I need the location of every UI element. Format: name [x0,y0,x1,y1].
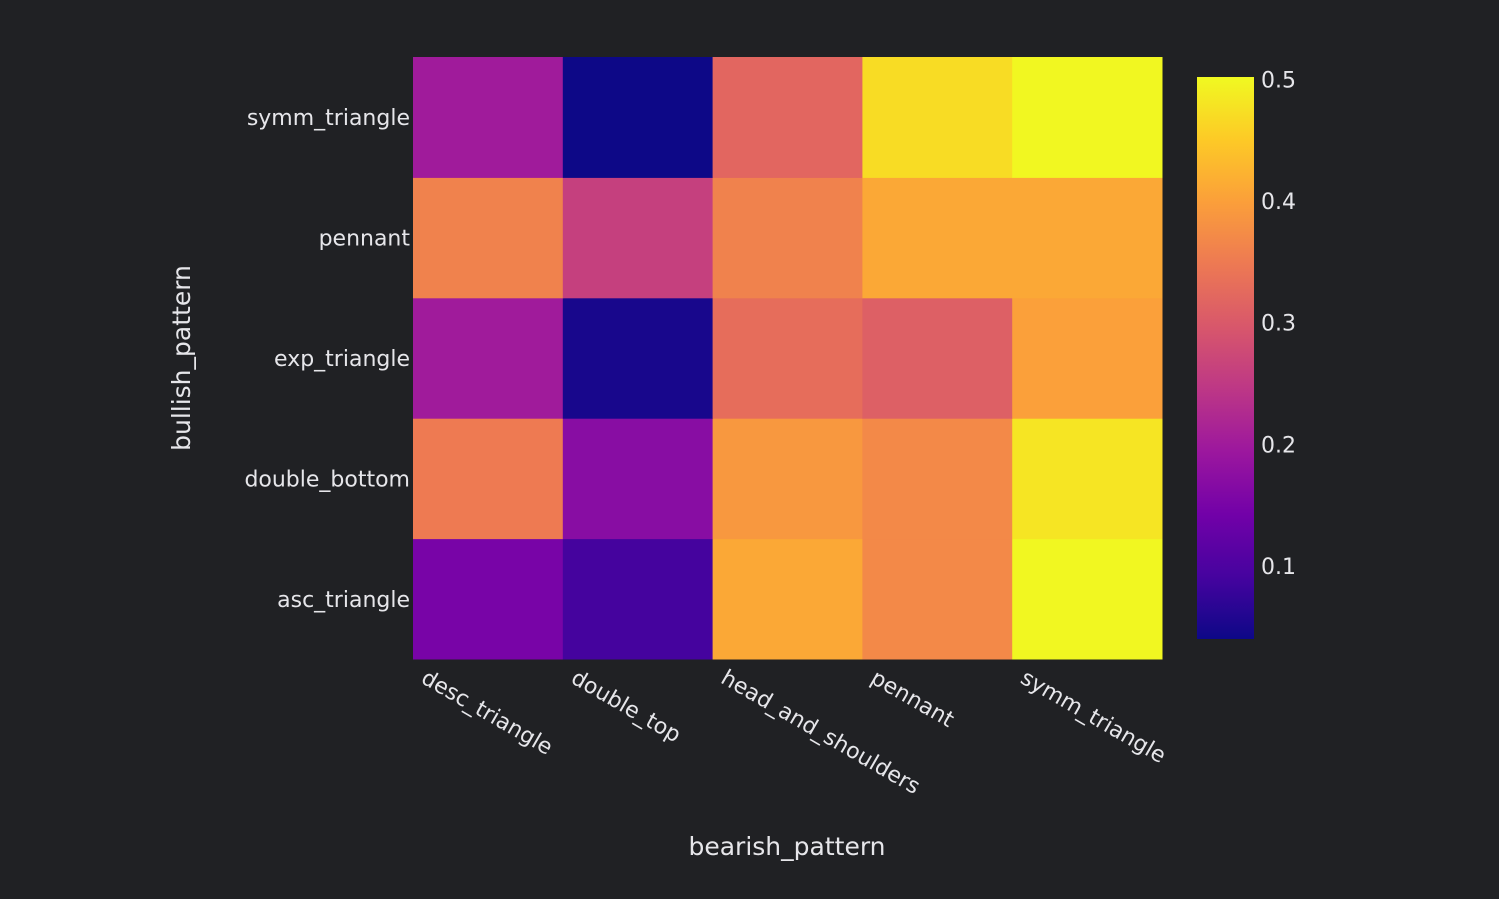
heatmap-cell-symm_triangle-desc_triangle [413,57,564,178]
y-tick-label: pennant [319,227,411,252]
x-tick-labels: desc_triangle double_top head_and_shoulder… [417,666,1170,800]
heatmap-cell-double_bottom-symm_triangle [1012,418,1163,540]
heatmap-cell-pennant-head_and_shoulders [712,177,863,299]
heatmap-cell-symm_triangle-double_top [562,57,714,178]
y-tick-label: double_bottom [244,467,410,492]
x-axis-title: bearish_pattern [688,832,885,861]
heatmap-cell-exp_triangle-desc_triangle [413,297,564,419]
heatmap-cell-double_bottom-double_top [562,418,714,540]
y-axis-title: bullish_pattern [167,265,196,451]
colorbar-tick-label: 0.4 [1261,190,1296,215]
heatmap-cell-pennant-desc_triangle [413,177,564,299]
heatmap-cells [413,57,1163,660]
heatmap-cell-symm_triangle-pennant [862,57,1013,178]
heatmap-cell-asc_triangle-double_top [562,538,714,660]
heatmap-cell-symm_triangle-head_and_shoulders [712,57,863,178]
heatmap-cell-pennant-symm_triangle [1012,177,1163,299]
y-tick-label: exp_triangle [274,347,410,372]
heatmap-cell-asc_triangle-symm_triangle [1012,538,1163,660]
y-tick-labels: asc_triangle double_bottom exp_triangle pen… [244,106,410,613]
x-tick-label: pennant [866,666,958,734]
colorbar-tick-label: 0.5 [1261,68,1296,93]
colorbar-tick-labels: 0.1 0.2 0.3 0.4 0.5 [1261,68,1296,580]
heatmap-cell-exp_triangle-symm_triangle [1012,297,1163,419]
heatmap-cell-pennant-double_top [562,177,714,299]
heatmap-cell-double_bottom-desc_triangle [413,418,564,540]
x-tick-label: double_top [567,666,685,749]
colorbar-tick-label: 0.1 [1261,555,1296,580]
y-tick-label: symm_triangle [247,106,410,131]
colorbar-tick-label: 0.3 [1261,312,1296,337]
heatmap-cell-double_bottom-pennant [862,418,1013,540]
heatmap-cell-exp_triangle-double_top [562,297,714,419]
heatmap-cell-double_bottom-head_and_shoulders [712,418,863,540]
heatmap-cell-asc_triangle-head_and_shoulders [712,538,863,660]
x-tick-label: desc_triangle [417,666,557,761]
heatmap-cell-pennant-pennant [862,177,1013,299]
colorbar [1197,77,1254,639]
heatmap-cell-asc_triangle-desc_triangle [413,538,564,660]
heatmap-cell-asc_triangle-pennant [862,538,1013,660]
colorbar-tick-label: 0.2 [1261,433,1296,458]
heatmap-cell-exp_triangle-head_and_shoulders [712,297,863,419]
x-tick-label: symm_triangle [1016,666,1170,769]
heatmap-cell-exp_triangle-pennant [862,297,1013,419]
y-tick-label: asc_triangle [277,588,410,613]
heatmap-cell-symm_triangle-symm_triangle [1012,57,1163,178]
